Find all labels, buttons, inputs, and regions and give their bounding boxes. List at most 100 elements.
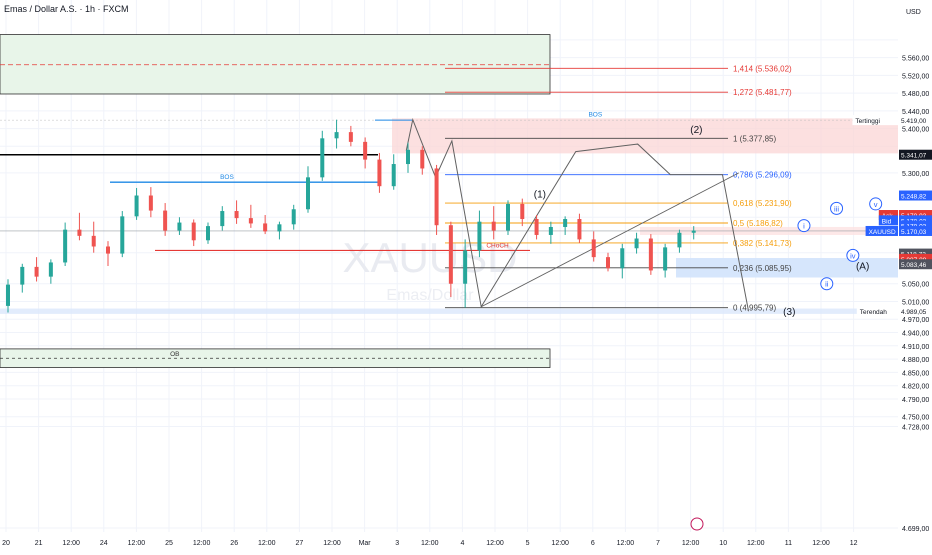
price-tag-name-bg [878, 215, 898, 226]
y-tick-label: 5.400,00 [902, 127, 929, 134]
y-tick-label: 5.480,00 [902, 91, 929, 98]
price-tag-bg [899, 305, 932, 316]
candle-body [348, 132, 353, 142]
supply-zone [392, 118, 898, 154]
x-tick-label: 6 [591, 540, 595, 547]
candle-body [691, 230, 696, 233]
candle-body [263, 223, 268, 232]
candle-body [63, 229, 68, 263]
x-tick-label: 12:00 [421, 540, 439, 547]
ob-zone [0, 348, 551, 368]
price-tag-bg [899, 190, 932, 201]
subwave-label: iv [850, 251, 856, 260]
x-tick-label: 12:00 [682, 540, 700, 547]
x-tick-label: 20 [2, 540, 10, 547]
x-tick-label: 12:00 [258, 540, 276, 547]
candle-body [34, 266, 39, 277]
price-tag-name: Terendah [860, 309, 887, 316]
candle-body [20, 266, 25, 285]
candle-body [563, 219, 568, 227]
wave-label: (1) [534, 189, 546, 200]
price-tag-bg [899, 248, 932, 259]
candle-body [606, 257, 610, 269]
structure-label: OB [170, 351, 179, 358]
subwave-circle [846, 248, 860, 262]
candle-body [620, 248, 625, 269]
candle-body [534, 219, 539, 235]
y-tick-label: 4.750,00 [902, 415, 929, 422]
candle-body [420, 149, 425, 169]
event-flash-icon [690, 517, 704, 531]
candle-body [363, 141, 368, 160]
candle-body [548, 226, 553, 235]
watermark-symbol: XAUUSD [342, 234, 517, 281]
candle-body [506, 203, 510, 231]
candle-body [677, 232, 682, 248]
price-tag-bg [899, 115, 932, 126]
x-tick-label: 21 [35, 540, 43, 547]
x-tick-label: 24 [100, 540, 108, 547]
wave-path [405, 117, 750, 312]
candle-body [234, 211, 239, 219]
price-tag-bg [899, 149, 932, 160]
price-tag-name-bg [852, 115, 898, 126]
y-tick-label: 5.560,00 [902, 56, 929, 63]
price-tag-bg [899, 259, 932, 270]
y-tick-label: 4.790,00 [902, 397, 929, 404]
structure-label: BOS [220, 174, 234, 181]
wave-label: (2) [690, 125, 702, 136]
fib-label: 1,272 (5.481,77) [733, 88, 792, 97]
candle-body [106, 246, 110, 254]
fib-label: 0,786 (5.296,09) [733, 171, 792, 180]
price-tag-bg [899, 253, 932, 264]
y-tick-label: 4.728,00 [902, 424, 929, 431]
candle-body [91, 235, 96, 247]
fib-label: 0,382 (5.141,73) [733, 239, 792, 248]
fib-label: 0,5 (5.186,82) [733, 219, 783, 228]
candle-body [277, 224, 282, 232]
fib-label: 1 (5.377,85) [733, 134, 776, 143]
channel-line [481, 172, 739, 308]
price-tag-value: 5.170,03 [901, 229, 927, 236]
candle-body [463, 250, 468, 284]
x-tick-label: 12:00 [128, 540, 146, 547]
x-tick-label: 4 [460, 540, 464, 547]
x-tick-label: 10 [719, 540, 727, 547]
candle-body [577, 219, 582, 240]
price-tag-value: 5.248,82 [901, 194, 927, 201]
x-tick-label: Mar [359, 540, 372, 547]
price-tag-value: 5.083,46 [901, 262, 927, 269]
candle-body [377, 159, 382, 187]
subwave-label: i [803, 222, 805, 231]
candle-body [177, 222, 182, 231]
wave-label: (3) [783, 307, 795, 318]
price-tag-name: Tertinggi [855, 118, 880, 125]
y-tick-label: 4.940,00 [902, 331, 929, 338]
candle-body [434, 168, 439, 226]
price-tag-bg [899, 225, 932, 236]
subwave-label: v [874, 200, 878, 209]
x-tick-label: 25 [165, 540, 173, 547]
watermark-name: Emas/Dollar [386, 287, 474, 304]
price-tag-name: Bid [882, 218, 892, 225]
price-tag-name-bg [856, 305, 898, 316]
y-tick-label: 4.880,00 [902, 357, 929, 364]
candle-body [591, 239, 596, 258]
y-tick-label: 4.820,00 [902, 384, 929, 391]
price-axis: USD 5.560,00 5.520,00 5.480,00 5.440,00 5.400… [852, 0, 932, 550]
zones [0, 34, 898, 368]
candle-body [491, 221, 496, 231]
candle-body [77, 229, 82, 236]
candle-body [663, 247, 668, 271]
y-tick-label: 4.970,00 [902, 317, 929, 324]
x-tick-label: 12:00 [62, 540, 80, 547]
candle-body [306, 177, 310, 210]
x-tick-label: 3 [395, 540, 399, 547]
x-tick-label: 7 [656, 540, 660, 547]
x-tick-label: 5 [526, 540, 530, 547]
price-tag-bg [899, 215, 932, 226]
candle-body [191, 222, 196, 241]
candle-body [163, 210, 168, 231]
